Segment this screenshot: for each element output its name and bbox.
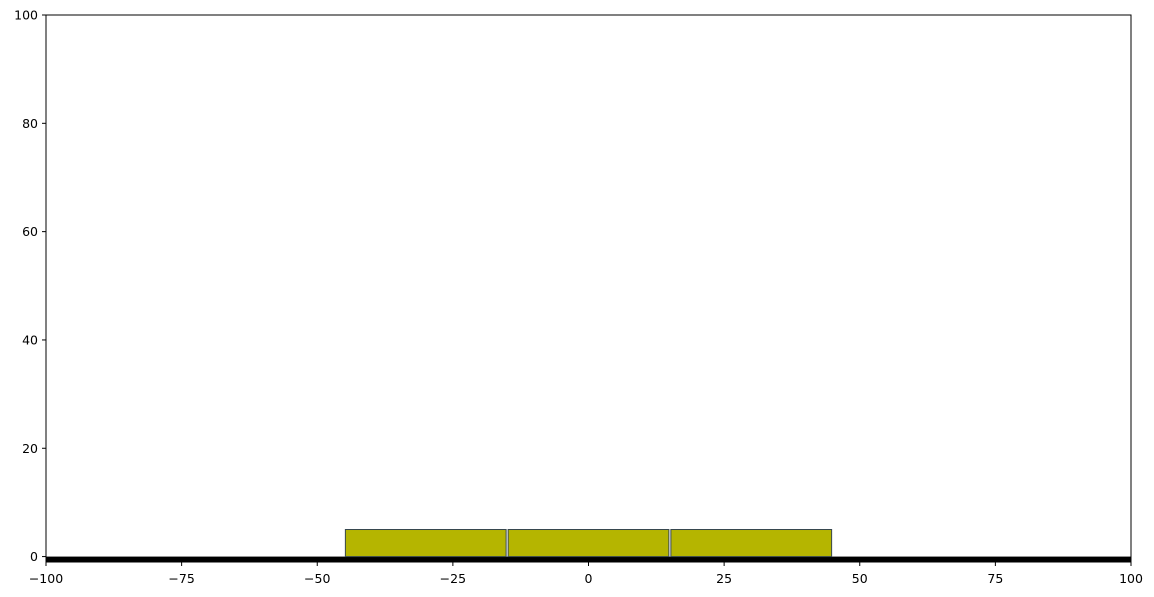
x-tick-label: 50 xyxy=(852,571,868,586)
x-tick-label: 0 xyxy=(585,571,593,586)
ground-bar xyxy=(46,556,1131,562)
y-tick-label: 80 xyxy=(22,116,38,131)
y-tick-label: 20 xyxy=(22,441,38,456)
x-axis: −100 −75 −50 −25 0 25 50 75 100 xyxy=(29,562,1143,586)
y-tick-label: 100 xyxy=(14,8,38,23)
x-tick-label: −75 xyxy=(168,571,194,586)
bar-2 xyxy=(507,529,670,558)
x-tick-label: −100 xyxy=(29,571,63,586)
plot-area xyxy=(46,529,1131,562)
y-tick-label: 40 xyxy=(22,332,38,347)
y-tick-label: 0 xyxy=(30,549,38,564)
x-tick-label: 25 xyxy=(716,571,732,586)
x-tick-label: −50 xyxy=(304,571,330,586)
x-tick-label: 75 xyxy=(987,571,1003,586)
x-tick-label: 100 xyxy=(1119,571,1143,586)
bar-1 xyxy=(344,529,507,558)
y-tick-label: 60 xyxy=(22,224,38,239)
x-tick-label: −25 xyxy=(440,571,466,586)
bar-3 xyxy=(670,529,833,558)
y-axis: 0 20 40 60 80 100 xyxy=(14,8,46,564)
